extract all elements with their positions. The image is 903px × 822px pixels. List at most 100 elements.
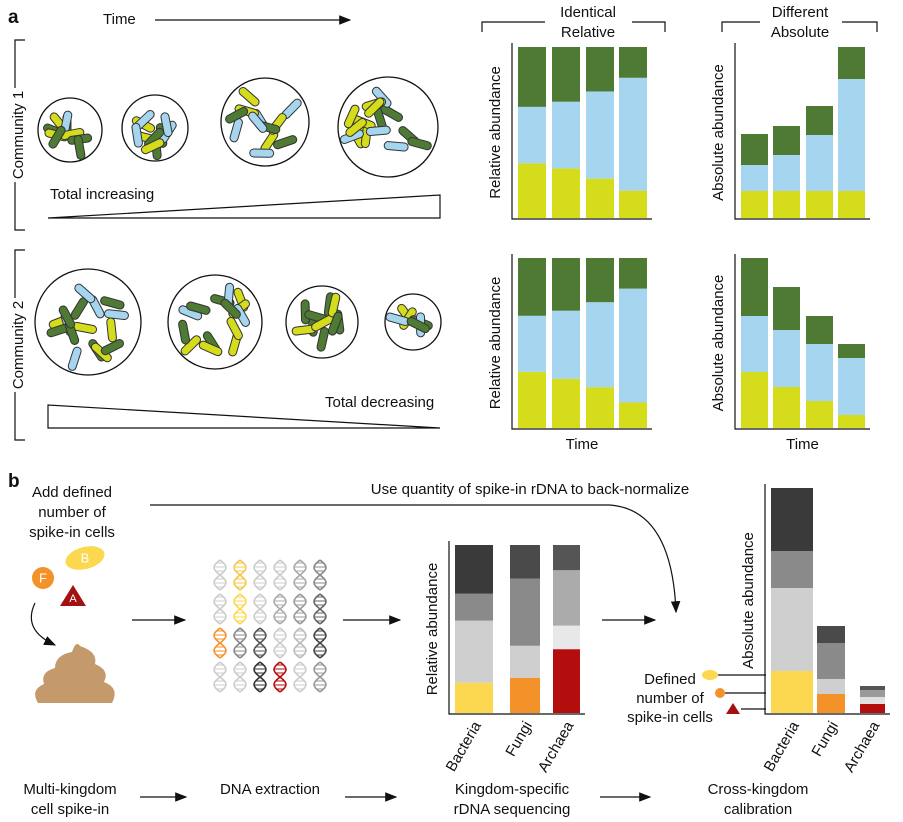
bacterium [47, 324, 70, 337]
x-axis-label: Time [566, 436, 599, 453]
bar-segment [838, 415, 865, 428]
step-label: Kingdom-specific [455, 781, 570, 798]
bar-segment [806, 191, 833, 218]
bar-segment [586, 47, 614, 92]
bacterium [68, 347, 81, 370]
trend-label: Total increasing [50, 186, 154, 203]
bacterium [249, 112, 267, 132]
time-label: Time [103, 11, 136, 28]
bacterium [107, 318, 116, 342]
bacterium [59, 306, 75, 328]
bar-segment [619, 190, 647, 218]
category-label: Archaea [535, 718, 578, 775]
bacterium [132, 123, 142, 147]
dna-strand [213, 593, 227, 625]
bacterium [261, 131, 278, 152]
bacterium [292, 325, 316, 335]
dna-strand [273, 661, 287, 693]
header: Relative [561, 24, 615, 41]
x-axis-label: Time [786, 436, 819, 453]
axis [511, 43, 652, 220]
bacterium [199, 341, 222, 356]
bacterium [74, 136, 85, 159]
bacterium [340, 130, 363, 143]
bracket [721, 21, 878, 32]
community-label: Community 1 [10, 91, 27, 179]
bacterium [101, 297, 124, 309]
bar-segment [741, 258, 768, 316]
bar-segment [817, 679, 845, 694]
bacterium [305, 311, 328, 323]
bacterium [61, 111, 72, 135]
dna-strand [213, 661, 227, 693]
community-label: Community 2 [10, 301, 27, 389]
bacterium [317, 328, 329, 351]
bacterium [365, 98, 384, 117]
dna-strand [213, 559, 227, 591]
dna-strand [313, 661, 327, 693]
category-label: Fungi [808, 718, 841, 759]
bar-segment [553, 570, 580, 626]
y-axis-label: Absolute abundance [740, 532, 757, 669]
bar-segment [510, 545, 540, 579]
bacterium [71, 298, 87, 319]
spike-cell [32, 567, 54, 589]
axis [734, 254, 870, 430]
step-label: cell spike-in [31, 801, 109, 818]
bar-segment [773, 155, 800, 191]
note: Add defined [32, 484, 112, 501]
arrow [30, 602, 57, 646]
dna-strand [253, 559, 267, 591]
bar-segment [552, 101, 580, 169]
bracket [481, 21, 666, 32]
dna-strand [233, 661, 247, 693]
bar-segment [741, 165, 768, 191]
bacterium [328, 293, 340, 317]
bar-segment [552, 168, 580, 218]
bar-segment [741, 134, 768, 165]
header: Identical [560, 4, 616, 21]
bacterium [101, 339, 124, 355]
bar-segment [806, 135, 833, 191]
bar-segment [552, 258, 580, 311]
bar-segment [510, 578, 540, 646]
dna-strand [293, 559, 307, 591]
bacterium [407, 317, 429, 333]
bacterium [141, 139, 164, 154]
bar-segment [806, 401, 833, 428]
dna-strand [313, 593, 327, 625]
bacterium [282, 99, 301, 119]
step-label: Cross-kingdom [708, 781, 809, 798]
y-axis-label: Relative abundance [487, 66, 504, 199]
bar-segment [552, 378, 580, 428]
bar-segment [773, 287, 800, 330]
bar-segment [586, 91, 614, 179]
bacterium [384, 142, 408, 151]
bacterium [221, 299, 240, 318]
bacterium [386, 313, 409, 325]
bar-segment [586, 302, 614, 388]
spike-cell [60, 585, 86, 606]
axis [448, 541, 585, 715]
bracket [14, 39, 25, 231]
bar-segment [741, 372, 768, 428]
header: Absolute [771, 24, 829, 41]
step-label: rDNA sequencing [454, 801, 571, 818]
bar-segment [586, 258, 614, 303]
trend-wedge [47, 194, 441, 219]
panel-label: a [8, 7, 19, 28]
bacterium [274, 136, 297, 149]
trend-label: Total decreasing [325, 394, 434, 411]
bar-segment [860, 697, 885, 704]
axis [764, 484, 890, 715]
bar-segment [619, 288, 647, 403]
bar-segment [817, 643, 845, 679]
bar-segment [838, 344, 865, 358]
y-axis-label: Absolute abundance [710, 64, 727, 201]
bacterium [89, 296, 104, 318]
dna-strand [313, 559, 327, 591]
spike-cell [726, 703, 740, 714]
bacterium [226, 107, 248, 123]
bar-segment [860, 704, 885, 713]
